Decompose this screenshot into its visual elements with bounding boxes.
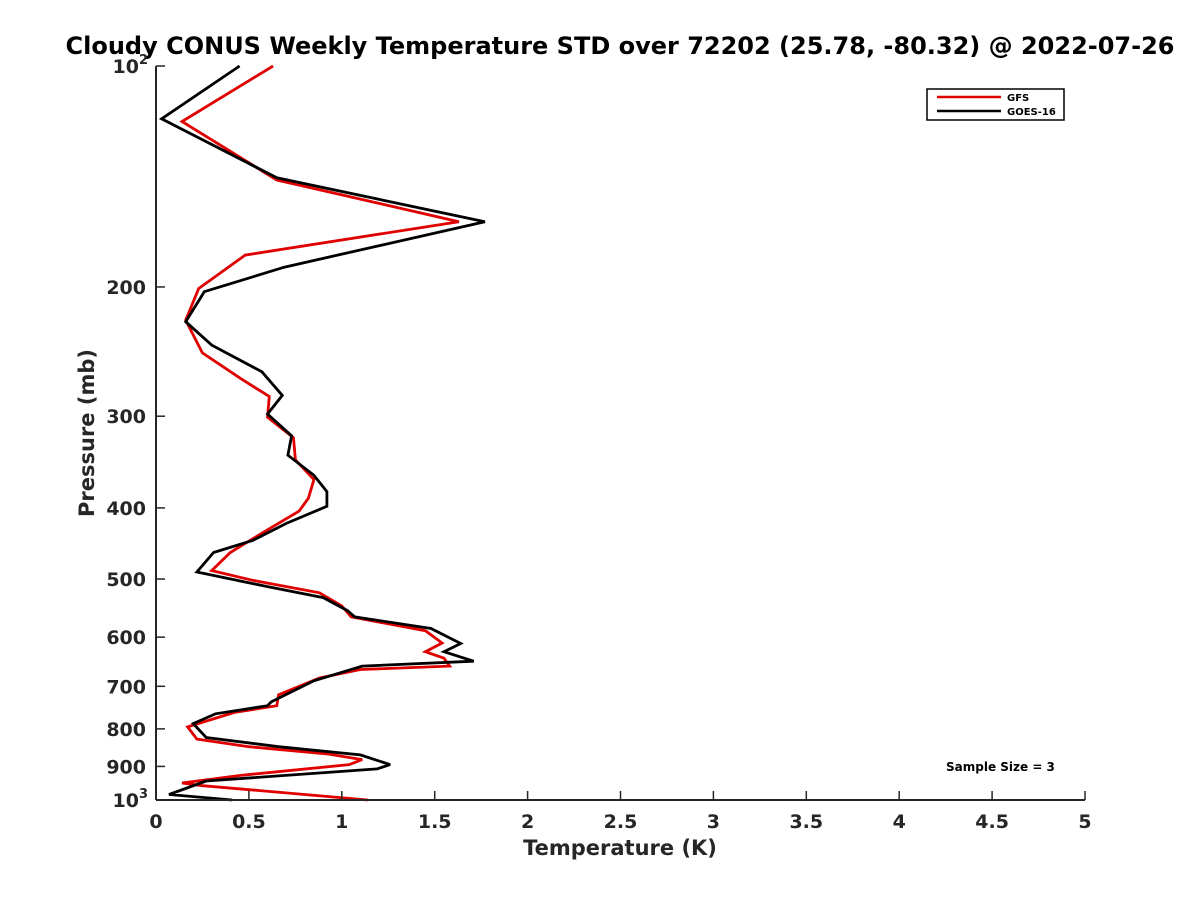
y-tick-label: 600 (106, 627, 146, 649)
legend-box (926, 88, 1065, 121)
y-axis-label: Pressure (mb) (75, 349, 99, 517)
series-line-goes16 (158, 64, 486, 802)
y-tick-label: 300 (106, 406, 146, 428)
legend-label-goes16: GOES-16 (1007, 107, 1056, 118)
x-tick-label: 2.5 (604, 811, 638, 833)
y-tick-label: 900 (106, 756, 146, 778)
y-tick-label: 500 (106, 569, 146, 591)
y-tick-label: 700 (106, 676, 146, 698)
y-tick-label: 800 (106, 719, 146, 741)
legend: GFS GOES-16 (926, 88, 1065, 121)
series-line-gfs (179, 64, 460, 802)
x-axis-label: Temperature (K) (523, 836, 717, 860)
y-tick-label: 10 (113, 56, 139, 78)
y-tick-exponent: 2 (139, 53, 148, 68)
y-tick-exponent: 3 (139, 787, 148, 802)
x-tick-label: 4 (893, 811, 906, 833)
x-axis-ticks: 0 0.5 1 1.5 2 2.5 3 3.5 4 4.5 5 (149, 791, 1092, 833)
y-tick-label: 400 (106, 498, 146, 520)
legend-label-gfs: GFS (1007, 93, 1029, 104)
x-tick-label: 2 (521, 811, 534, 833)
x-tick-label: 3 (707, 811, 720, 833)
plot-lines (158, 64, 486, 802)
y-tick-label: 10 (113, 790, 139, 812)
x-tick-label: 4.5 (975, 811, 1009, 833)
x-tick-label: 1 (335, 811, 348, 833)
x-tick-label: 1.5 (418, 811, 452, 833)
x-tick-label: 0 (149, 811, 162, 833)
y-tick-label: 200 (106, 277, 146, 299)
x-tick-label: 5 (1078, 811, 1091, 833)
x-tick-label: 3.5 (789, 811, 823, 833)
chart-title: Cloudy CONUS Weekly Temperature STD over… (66, 32, 1175, 60)
x-tick-label: 0.5 (232, 811, 266, 833)
sample-size-annotation: Sample Size = 3 (946, 760, 1055, 774)
